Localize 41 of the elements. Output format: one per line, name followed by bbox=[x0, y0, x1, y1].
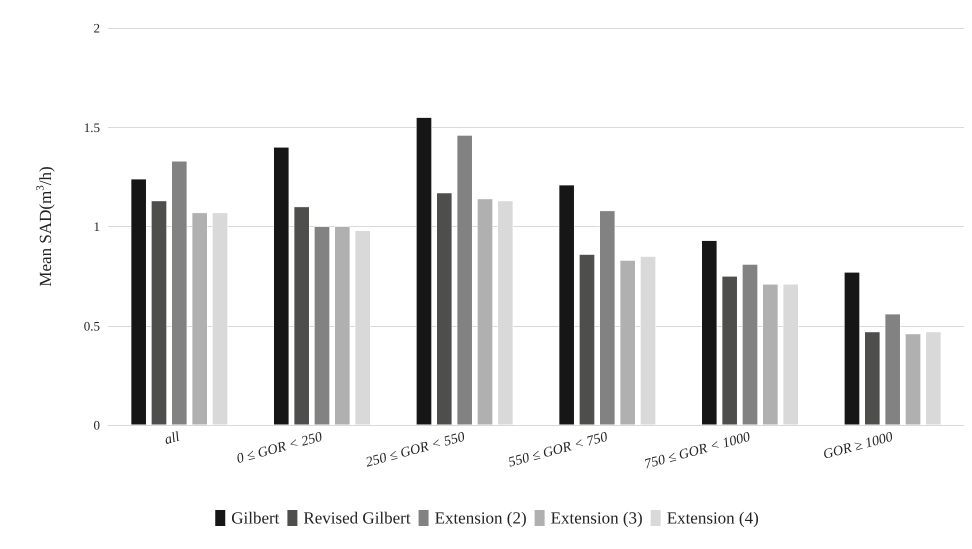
legend-label: Extension (4) bbox=[666, 508, 759, 528]
bar bbox=[722, 276, 738, 425]
y-tick-label: 0 bbox=[94, 418, 100, 432]
bar bbox=[884, 314, 900, 425]
bar bbox=[416, 117, 432, 425]
bar bbox=[456, 135, 472, 425]
bar bbox=[742, 264, 758, 425]
bar bbox=[558, 184, 574, 425]
y-axis-title: Mean SAD(m3/h) bbox=[34, 166, 55, 287]
x-tick-label: 250 ≤ GOR < 550 bbox=[364, 430, 467, 471]
x-tick-label: 0 ≤ GOR < 250 bbox=[235, 430, 324, 468]
y-tick-label: 2 bbox=[94, 20, 100, 36]
y-tick-label: 0.5 bbox=[84, 318, 100, 334]
bar bbox=[844, 272, 860, 425]
x-tick-label: all bbox=[163, 430, 182, 448]
bar bbox=[294, 206, 310, 425]
bar bbox=[192, 212, 208, 425]
bar bbox=[620, 260, 636, 425]
y-tick-label: 1.5 bbox=[84, 120, 100, 135]
x-tick-label: GOR ≥ 1000 bbox=[822, 430, 895, 463]
legend-label: Gilbert bbox=[231, 508, 280, 528]
bar bbox=[172, 160, 188, 425]
bar bbox=[477, 198, 493, 425]
legend-label: Extension (2) bbox=[434, 508, 527, 528]
bar bbox=[436, 192, 452, 425]
bar bbox=[864, 332, 880, 425]
x-tick-label: 550 ≤ GOR < 750 bbox=[506, 430, 610, 471]
bar bbox=[701, 240, 718, 425]
legend-label: Extension (3) bbox=[550, 508, 643, 528]
x-tick-label: 750 ≤ GOR < 1000 bbox=[642, 430, 752, 472]
bar bbox=[762, 284, 778, 425]
bar bbox=[600, 210, 616, 425]
bar bbox=[151, 200, 167, 425]
bar bbox=[314, 226, 330, 425]
bar bbox=[130, 178, 146, 425]
bar bbox=[579, 254, 595, 425]
bar bbox=[905, 334, 921, 425]
bar bbox=[273, 147, 290, 425]
y-tick-label: 1 bbox=[94, 219, 100, 234]
legend-label: Revised Gilbert bbox=[303, 508, 411, 528]
bar bbox=[334, 226, 350, 425]
